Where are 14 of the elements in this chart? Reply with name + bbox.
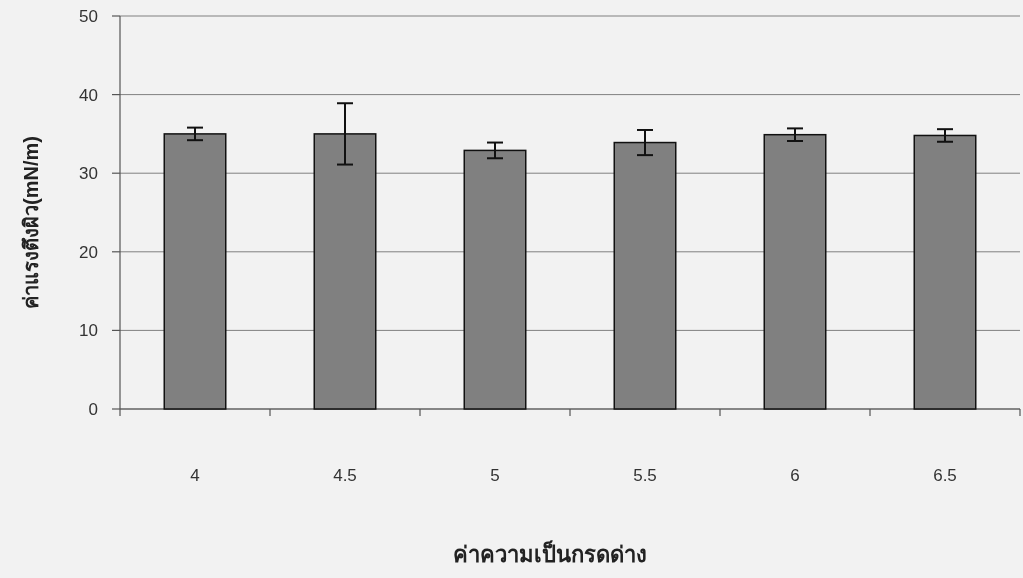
x-tick-label: 5.5 (633, 466, 657, 485)
y-tick-label: 40 (79, 85, 98, 105)
x-tick-label: 4 (190, 466, 200, 485)
y-axis-title: ค่าแรงตึงผิว(mN/m) (20, 136, 42, 309)
x-tick-label: 6.5 (933, 466, 957, 485)
x-tick-label: 5 (490, 466, 500, 485)
x-axis-title: ค่าความเป็นกรดด่าง (453, 540, 647, 567)
y-tick-label: 50 (79, 7, 98, 26)
y-tick-label: 30 (79, 164, 98, 184)
y-tick-label: 20 (79, 242, 98, 262)
x-tick-label: 4.5 (333, 466, 357, 485)
x-tick-label: 6 (790, 466, 800, 485)
y-tick-label: 10 (79, 321, 98, 341)
y-tick-label: 0 (88, 400, 98, 419)
